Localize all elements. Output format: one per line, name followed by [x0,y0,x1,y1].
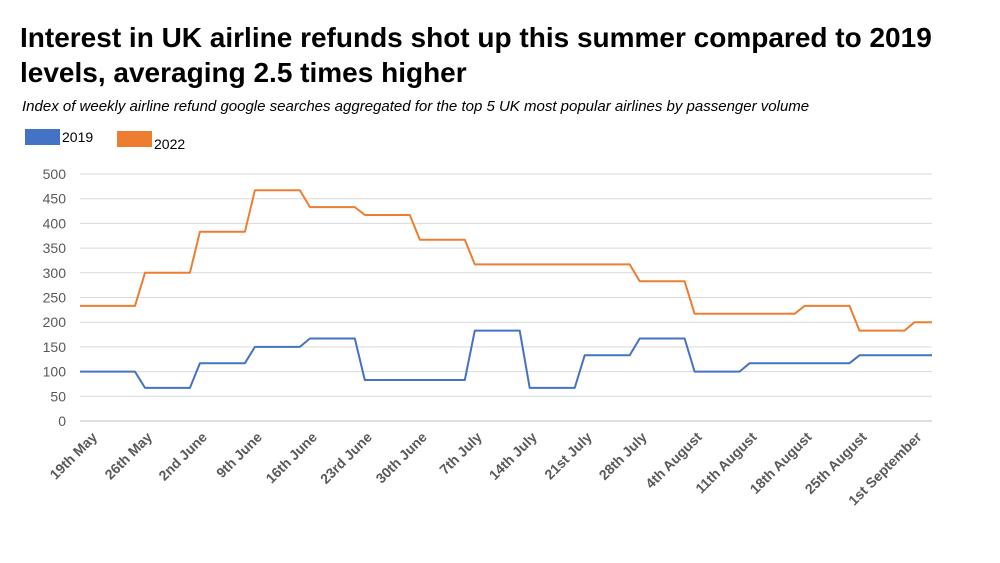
x-tick-label: 9th June [213,429,265,481]
chart-title: Interest in UK airline refunds shot up t… [20,22,932,88]
legend-item-2019: 2019 [25,129,93,145]
y-tick-label: 350 [43,240,67,256]
series-line-2022 [80,189,932,332]
x-tick-label: 7th July [436,429,485,478]
series-line-2019 [80,329,932,389]
x-tick-label: 14th July [486,429,540,483]
y-tick-label: 500 [43,166,67,182]
legend-swatch-2019 [25,129,60,145]
y-tick-label: 50 [50,388,66,404]
y-tick-label: 250 [43,290,67,306]
x-tick-label: 26th May [101,429,155,483]
y-tick-label: 300 [43,265,67,281]
x-tick-label: 28th July [596,429,650,483]
y-tick-label: 100 [43,364,67,380]
x-tick-label: 30th June [372,429,430,487]
y-tick-label: 450 [43,191,67,207]
x-tick-label: 23rd June [317,429,375,487]
y-tick-label: 0 [58,413,66,429]
x-tick-label: 16th June [262,429,320,487]
legend-label-2022: 2022 [154,136,186,152]
y-tick-label: 200 [43,314,67,330]
chart-subtitle: Index of weekly airline refund google se… [22,98,810,115]
x-tick-label: 2nd June [155,429,210,484]
legend-label-2019: 2019 [62,129,94,145]
y-tick-label: 400 [43,215,67,231]
legend-item-2022: 2022 [117,131,185,152]
legend-swatch-2022 [117,131,152,147]
y-tick-label: 150 [43,339,67,355]
x-tick-label: 21st July [541,429,595,483]
x-tick-label: 19th May [46,429,100,483]
